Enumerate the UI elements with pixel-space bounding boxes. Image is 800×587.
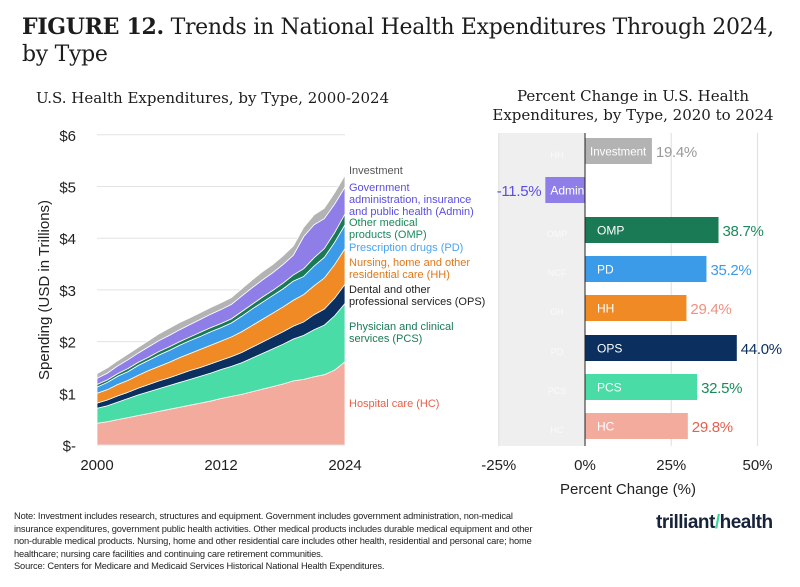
y-tick-label: $-	[63, 438, 76, 455]
area-investment	[96, 173, 346, 379]
right-chart-title-line2: Expenditures, by Type, 2020 to 2024	[492, 106, 774, 124]
legend-label: Hospital care (HC)	[349, 398, 439, 410]
legend-label: Government	[349, 182, 410, 194]
right-chart-title-line1: Percent Change in U.S. Health	[516, 87, 750, 105]
footnote-line: Note: Investment includes research, stru…	[14, 511, 513, 521]
bar-hc	[585, 413, 688, 439]
legend-label: Physician and clinical	[349, 321, 454, 333]
x-tick-label: 2012	[204, 457, 237, 474]
y-tick-label: $2	[59, 335, 76, 352]
area-chart: $- $1 $2 $3 $4 $5 $6 2000 2012 2024 Spending (USD …	[36, 128, 485, 474]
bar-category-label: PD	[597, 263, 614, 277]
legend-label: Prescription drugs (PD)	[349, 242, 463, 254]
right-chart-title: Percent Change in U.S. Health Expenditur…	[488, 87, 778, 125]
x-tick-label: 50%	[742, 457, 772, 474]
bar-category-label: HH	[597, 302, 614, 316]
legend-label: Nursing, home and other	[349, 257, 470, 269]
bar-value-label: 19.4%	[656, 144, 697, 161]
bar-value-label: 38.7%	[723, 223, 764, 240]
bar-value-label: 32.5%	[701, 380, 742, 397]
bar-investment	[585, 138, 652, 164]
footnote-line: healthcare; nursing care facilities and …	[14, 548, 324, 559]
bar-value-label: -11.5%	[497, 183, 542, 200]
legend-label: Investment	[349, 165, 403, 177]
bar-pcs	[585, 374, 698, 400]
faint-label: NCF	[548, 268, 567, 278]
x-axis-label: Percent Change (%)	[560, 481, 696, 498]
x-tick-label: 0%	[574, 457, 596, 474]
faint-label: OMP	[547, 229, 568, 239]
legend-label: professional services (OPS)	[349, 296, 485, 308]
figure-label: FIGURE 12.	[22, 14, 164, 40]
legend-label: Other medical	[349, 217, 417, 229]
faint-label: PCS	[548, 386, 567, 396]
legend-label: products (OMP)	[349, 229, 427, 241]
faint-label: PD	[551, 347, 564, 357]
bar-hh	[585, 295, 687, 321]
trilliant-health-logo: trilliant/health	[656, 512, 773, 534]
y-tick-label: $1	[59, 386, 76, 403]
faint-label: HC	[551, 425, 564, 435]
y-axis-label: Spending (USD in Trillions)	[36, 200, 53, 380]
footnote-line: non-durable medical products. Nursing, h…	[14, 536, 532, 547]
bar-category-label: PCS	[597, 381, 622, 395]
y-tick-label: $6	[59, 128, 76, 145]
y-tick-label: $3	[59, 283, 76, 300]
figure-title-text: Trends in National Health Expenditures T…	[22, 15, 774, 67]
logo-part1: trilliant	[656, 512, 715, 533]
source-line: Source: Centers for Medicare and Medicai…	[14, 561, 385, 572]
bar-category-label: OMP	[597, 224, 624, 238]
bar-omp	[585, 217, 719, 243]
legend-label: services (PCS)	[349, 333, 422, 345]
y-tick-label: $4	[59, 231, 76, 248]
legend-label: residential care (HH)	[349, 269, 450, 281]
bar-category-label: Investment	[590, 147, 647, 159]
faint-label: OH	[550, 307, 564, 317]
figure-title: FIGURE 12. Trends in National Health Exp…	[22, 14, 800, 68]
legend-label: and public health (Admin)	[349, 206, 474, 218]
footnote-line: insurance expenditures, government publi…	[14, 523, 533, 534]
bar-category-label: Admin	[550, 184, 584, 198]
x-tick-label: 2024	[328, 457, 361, 474]
faint-label: HH	[551, 150, 564, 160]
bar-ops	[585, 335, 737, 361]
x-tick-label: 25%	[656, 457, 686, 474]
bar-value-label: 44.0%	[741, 341, 782, 358]
bar-chart: HH Investment 19.4% Admin -11.5% OMP OMP 38.7% N…	[481, 133, 782, 498]
logo-slash-icon: /	[714, 512, 720, 533]
bar-value-label: 29.8%	[692, 419, 733, 436]
bar-value-label: 35.2%	[710, 262, 751, 279]
legend-label: administration, insurance	[349, 194, 471, 206]
legend-label: Dental and other	[349, 284, 431, 296]
x-tick-label: -25%	[481, 457, 516, 474]
bar-category-label: HC	[597, 420, 615, 434]
y-tick-label: $5	[59, 180, 76, 197]
bar-pd	[585, 256, 707, 282]
charts-canvas: $- $1 $2 $3 $4 $5 $6 2000 2012 2024 Spending (USD …	[36, 128, 782, 498]
left-chart-title: U.S. Health Expenditures, by Type, 2000-…	[36, 89, 390, 107]
bar-admin	[545, 177, 585, 203]
x-tick-label: 2000	[80, 457, 113, 474]
bar-value-label: 29.4%	[690, 301, 731, 318]
logo-part2: health	[719, 512, 773, 533]
footnote: Note: Investment includes research, stru…	[14, 510, 634, 573]
bar-category-label: OPS	[597, 342, 622, 356]
